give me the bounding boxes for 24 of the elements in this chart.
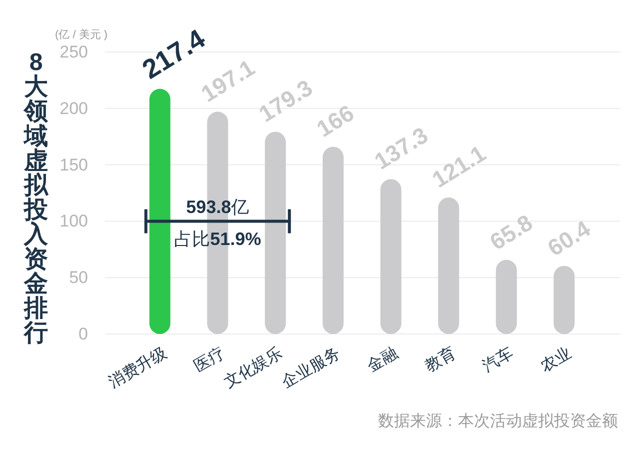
bar <box>380 179 402 334</box>
bar <box>438 197 460 334</box>
x-tick-label: 教育 <box>422 344 459 376</box>
x-tick-label: 医疗 <box>190 344 228 376</box>
bar <box>322 146 344 334</box>
y-tick-label: 150 <box>60 155 88 174</box>
annotation: 593.8亿 <box>186 197 250 218</box>
bar <box>149 88 170 334</box>
y-tick-label: 50 <box>69 268 88 288</box>
chart-title: 8大领域虚拟投入资金排行 <box>24 49 48 347</box>
bar <box>496 260 517 334</box>
x-tick-label: 消费升级 <box>105 344 170 392</box>
annotation: 占比51.9% <box>174 229 262 250</box>
y-tick-label: 250 <box>60 42 88 62</box>
y-axis-title: (亿 / 美元 ) <box>55 28 108 41</box>
y-tick-label: 200 <box>60 98 88 118</box>
y-tick-label: 100 <box>60 212 88 231</box>
x-tick-label: 金融 <box>364 344 401 376</box>
bar <box>554 266 575 334</box>
x-tick-label: 汽车 <box>480 344 516 376</box>
source-note: 数据来源：本次活动虚拟投资金额 <box>378 412 618 430</box>
bar <box>264 132 286 334</box>
x-tick-label: 农业 <box>537 344 574 376</box>
y-tick-label: 0 <box>78 324 88 344</box>
